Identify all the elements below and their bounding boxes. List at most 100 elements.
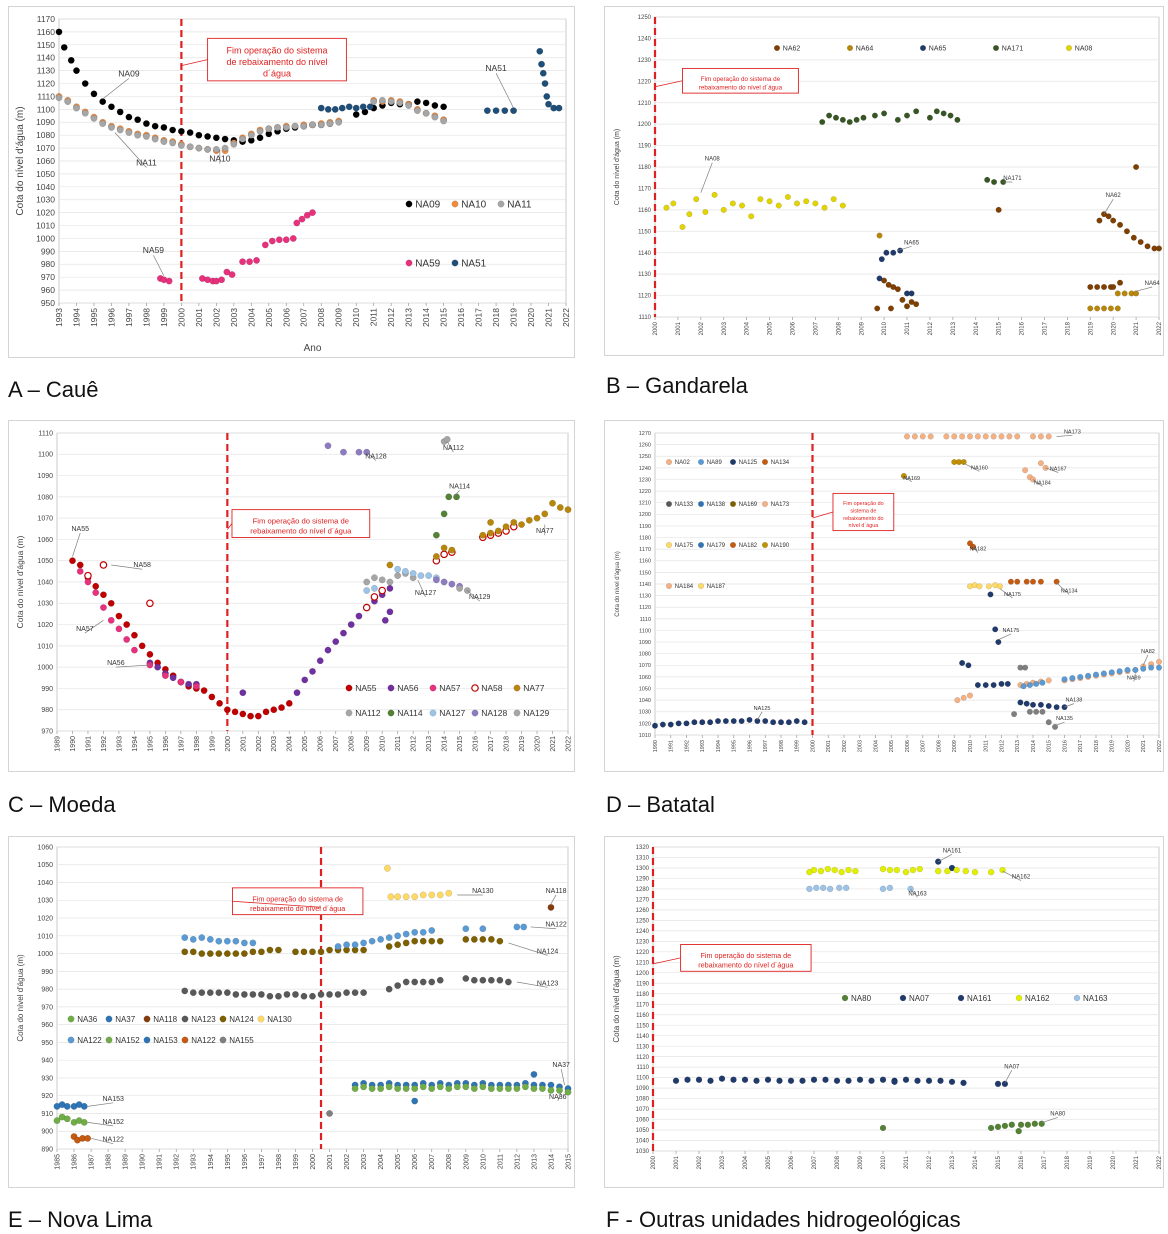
label-leader — [1045, 467, 1059, 473]
legend-marker — [143, 1015, 151, 1023]
annotation-text: Fim operação do sistema de — [700, 951, 791, 960]
x-tick-label: 2009 — [463, 1154, 470, 1170]
legend-marker — [729, 500, 736, 507]
data-point — [254, 712, 262, 720]
data-point — [247, 131, 255, 139]
series-label: NA57 — [76, 626, 94, 633]
data-point — [331, 105, 339, 113]
label-leader — [557, 1092, 562, 1102]
y-tick-label: 1160 — [37, 27, 56, 37]
x-tick-label: 2002 — [842, 740, 848, 752]
legend-marker — [666, 541, 673, 548]
legend-entry: NA122 — [191, 1036, 216, 1045]
data-point — [228, 271, 236, 278]
data-point — [161, 672, 169, 680]
data-point — [232, 950, 240, 957]
y-tick-label: 1070 — [37, 516, 53, 523]
data-point — [292, 948, 299, 956]
data-point — [160, 138, 168, 146]
data-point — [967, 433, 974, 440]
data-point — [394, 893, 402, 901]
data-point — [371, 574, 378, 582]
x-tick-label: 1991 — [669, 740, 675, 752]
series-label: NA09 — [118, 68, 140, 78]
y-tick-label: 1280 — [636, 887, 650, 893]
y-tick-label: 1250 — [639, 454, 651, 460]
data-point — [487, 1085, 495, 1093]
y-tick-label: 1170 — [639, 547, 651, 553]
series-label: NA167 — [1050, 466, 1067, 472]
legend-marker — [697, 500, 704, 507]
data-point — [428, 927, 436, 934]
data-point — [1037, 701, 1044, 708]
y-tick-label: 1040 — [37, 880, 53, 887]
label-leader — [757, 711, 763, 721]
data-point — [351, 941, 359, 949]
y-tick-label: 950 — [41, 1040, 53, 1047]
data-point — [63, 1102, 71, 1110]
data-point — [663, 204, 670, 211]
y-tick-label: 1240 — [638, 37, 652, 43]
data-point — [345, 103, 353, 111]
data-point — [564, 1088, 572, 1096]
data-point — [413, 107, 421, 115]
data-point — [994, 1123, 1002, 1131]
x-tick-label: 2008 — [836, 321, 842, 335]
x-tick-label: 2004 — [378, 1154, 385, 1170]
y-tick-label: 1120 — [638, 294, 652, 300]
data-point — [453, 493, 460, 501]
label-leader — [903, 475, 912, 483]
data-point — [992, 626, 999, 633]
data-point — [116, 108, 124, 116]
y-tick-label: 1010 — [37, 643, 53, 650]
x-tick-label: 1991 — [85, 736, 92, 752]
x-tick-label: 2006 — [281, 308, 291, 327]
data-point — [169, 126, 177, 134]
y-tick-label: 970 — [41, 1004, 53, 1011]
data-point — [246, 258, 253, 266]
y-tick-label: 1110 — [637, 1065, 650, 1071]
data-point — [1053, 578, 1060, 585]
x-tick-label: 1995 — [147, 736, 154, 752]
data-point — [422, 109, 430, 117]
x-tick-label: 2010 — [480, 1154, 487, 1170]
data-point — [370, 98, 378, 106]
data-point — [355, 612, 363, 620]
legend-marker — [497, 200, 505, 208]
y-tick-label: 1180 — [636, 992, 650, 998]
label-leader — [1056, 582, 1070, 595]
data-point — [953, 866, 960, 874]
data-point — [462, 935, 470, 943]
data-point — [275, 992, 282, 1000]
data-point — [436, 937, 444, 945]
data-point — [181, 948, 189, 956]
data-point — [146, 599, 154, 608]
series-na59 — [156, 209, 316, 285]
y-tick-label: 1150 — [638, 229, 652, 235]
series-label: NA175 — [1004, 592, 1021, 598]
series-na152 — [53, 1113, 88, 1126]
series-na77 — [386, 499, 572, 569]
annotation-text: nível d´água — [849, 523, 879, 529]
series-label: NA130 — [472, 888, 494, 895]
data-point — [1011, 711, 1018, 718]
y-gridlines — [653, 846, 1159, 1152]
legend-marker — [841, 994, 849, 1002]
data-point — [370, 593, 379, 601]
y-tick-label: 960 — [41, 1022, 53, 1029]
data-point — [547, 1086, 555, 1094]
series-na163 — [806, 884, 914, 893]
y-tick-label: 910 — [41, 1111, 53, 1118]
x-tick-label: 2008 — [446, 1154, 453, 1170]
data-point — [385, 1083, 393, 1091]
x-tick-label: 2007 — [429, 1154, 436, 1170]
y-tick-label: 940 — [41, 1058, 53, 1065]
legend-entry: NA129 — [523, 708, 549, 718]
data-point — [927, 433, 934, 440]
data-point — [326, 946, 333, 954]
data-point — [402, 893, 410, 901]
y-tick-label: 1120 — [639, 605, 651, 611]
data-point — [838, 868, 845, 876]
x-tick-label: 2008 — [936, 740, 942, 752]
data-point — [239, 258, 246, 266]
